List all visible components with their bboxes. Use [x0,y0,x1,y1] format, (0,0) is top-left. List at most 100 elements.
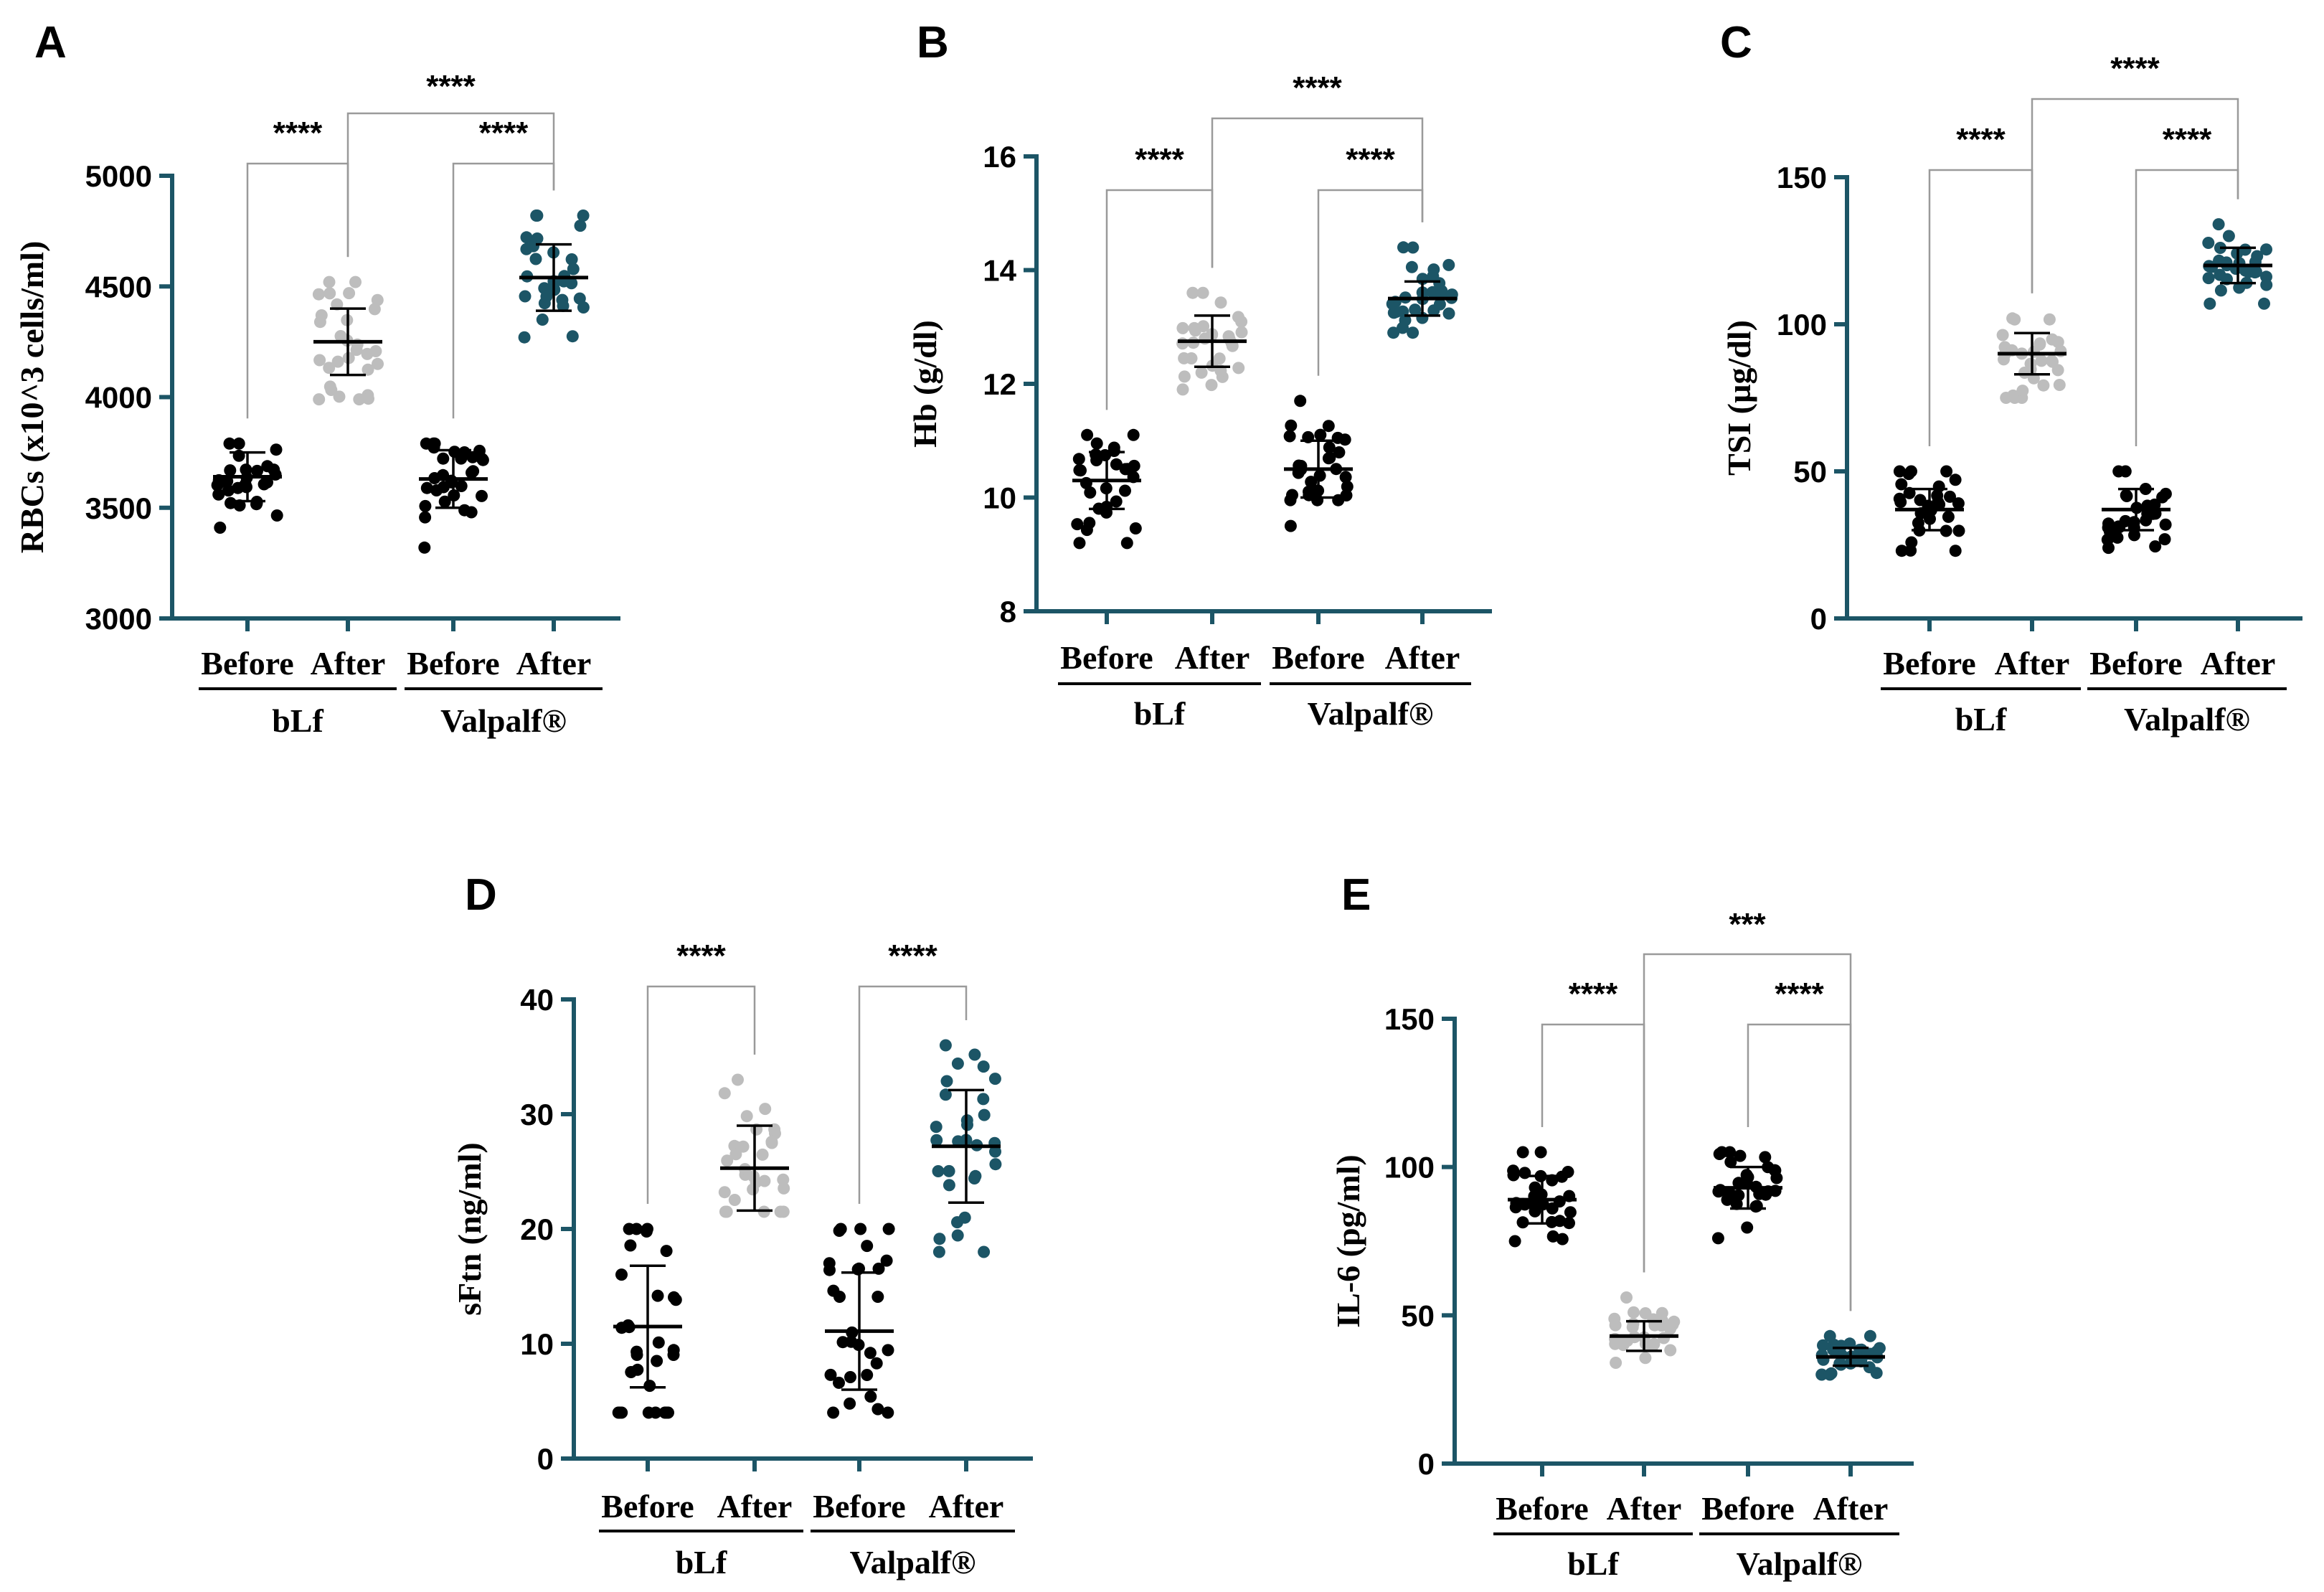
data-point [1627,1317,1640,1330]
data-point [1196,286,1209,299]
y-tick-label: 3000 [85,602,152,636]
data-point [777,1173,790,1186]
x-category-label: Before [1496,1490,1588,1527]
y-axis-title: TSI (µg/dl) [1721,320,1757,476]
data-point [1516,1146,1529,1159]
data-point [1340,489,1353,501]
data-point [458,504,471,517]
data-point [615,1406,628,1419]
data-point [978,1245,991,1258]
data-point [827,1406,840,1419]
data-point [1323,441,1336,454]
data-point [1176,337,1189,350]
panel-label: A [34,18,67,67]
data-point [943,1164,955,1177]
data-point [728,1194,741,1206]
significance-label: **** [1135,142,1184,177]
data-point [1949,474,1962,486]
data-point [260,476,273,489]
data-point [951,1058,964,1070]
data-point [1893,465,1906,478]
data-point [212,488,225,501]
data-point [1716,1146,1728,1159]
data-point [1442,307,1455,320]
x-category-label: Before [2089,645,2182,682]
data-point [1110,495,1123,508]
data-point [2051,364,2064,377]
data-point [1176,383,1189,396]
data-point [1232,362,1245,375]
series-4 [518,209,590,344]
significance-label: *** [1729,907,1766,942]
data-point [349,275,362,288]
data-point [1339,471,1352,484]
y-tick-label: 0 [1418,1447,1435,1481]
data-point [667,1349,680,1361]
data-point [2034,338,2046,351]
data-point [2140,514,2153,527]
data-point [968,1048,981,1061]
data-point [473,444,486,457]
data-point [737,1140,750,1153]
data-point [353,393,366,406]
data-point [2260,278,2273,291]
data-point [222,484,235,497]
series-2 [1608,1291,1681,1369]
data-point [1433,298,1446,311]
significance-label: **** [1346,142,1395,177]
data-point [2258,297,2270,310]
significance-bracket [1643,953,1852,1311]
data-point [870,1357,883,1370]
y-axis-title: RBCs (x10^3 cells/ml) [14,241,50,554]
panel-label: D [465,870,497,920]
data-point [1759,1188,1772,1201]
data-point [1341,480,1354,493]
data-point [756,1148,769,1161]
panel-b: B 8 10 12 14 16 Hb (g/dl) Before After Before Afte… [907,18,1492,732]
y-tick-label: 150 [1384,1002,1435,1036]
significance-bracket [1317,189,1424,376]
panel-a: A 3000 3500 4000 4500 5000 RBCs (x10^3 cells/m… [14,18,620,739]
data-point [827,1284,840,1297]
series-3 [823,1223,895,1419]
data-point [1711,1232,1724,1245]
data-point [1609,1319,1622,1332]
data-point [1546,1174,1559,1187]
data-point [854,1223,867,1235]
data-point [567,263,580,275]
data-point [732,1073,744,1086]
y-tick-label: 50 [1401,1299,1435,1332]
data-point [1769,1164,1782,1177]
significance-label: **** [426,69,476,104]
data-point [1563,1217,1575,1230]
y-tick-label: 100 [1777,308,1827,342]
data-point [574,220,587,232]
data-point [988,1073,1001,1085]
data-point [1195,366,1208,379]
data-point [643,1380,656,1393]
significance-bracket [1105,189,1214,410]
data-point [1952,524,1965,537]
data-point [2008,313,2021,326]
data-point [313,393,326,406]
panel-d: D 0 10 20 30 40 sFtn (ng/ml) Before After Before A… [451,870,1033,1581]
data-point [1119,484,1131,497]
data-point [1518,1198,1531,1211]
y-tick-label: 16 [983,140,1016,174]
panel-c: C 0 50 100 150 TSI (µg/dl) Before After Before Af… [1720,18,2302,738]
data-point [651,1355,663,1367]
y-tick-label: 10 [983,481,1016,515]
x-category-label: Before [1883,645,1975,682]
data-point [833,1376,845,1389]
data-point [2202,272,2215,285]
data-point [1397,321,1409,334]
data-point [372,357,384,370]
data-point [882,1344,894,1357]
data-point [1407,326,1420,339]
significance-label: **** [676,938,726,974]
data-point [939,1039,952,1052]
data-point [882,1223,895,1235]
data-point [774,1205,787,1218]
data-point [872,1403,884,1416]
data-point [1556,1233,1569,1245]
